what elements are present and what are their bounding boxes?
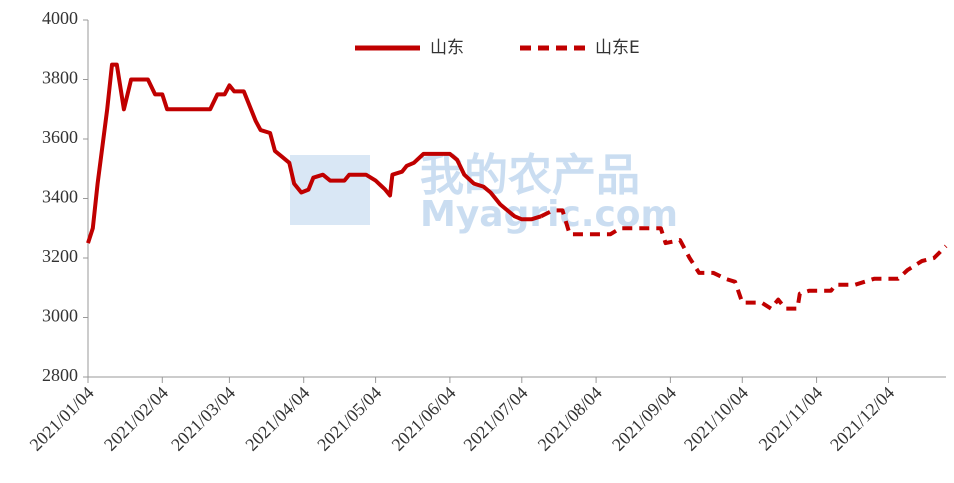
y-tick-label: 4000 xyxy=(42,8,78,28)
x-tick-label: 2021/11/04 xyxy=(755,383,827,455)
x-tick-label: 2021/02/04 xyxy=(100,383,172,455)
x-tick-label: 2021/04/04 xyxy=(241,383,313,455)
series-line xyxy=(540,208,948,311)
x-tick-label: 2021/05/04 xyxy=(313,383,385,455)
y-tick-label: 3000 xyxy=(42,306,78,326)
x-tick-label: 2021/08/04 xyxy=(534,383,606,455)
series-line xyxy=(86,62,542,244)
watermark-logo xyxy=(290,155,370,225)
y-tick-label: 2800 xyxy=(42,365,78,385)
x-tick-label: 2021/06/04 xyxy=(388,383,460,455)
y-tick-label: 3600 xyxy=(42,127,78,147)
x-tick-label: 2021/09/04 xyxy=(608,383,680,455)
legend-label: 山东 xyxy=(430,38,464,58)
y-tick-label: 3800 xyxy=(42,68,78,88)
x-tick-label: 2021/07/04 xyxy=(459,383,531,455)
legend-label: 山东E xyxy=(595,38,640,58)
x-tick-label: 2021/12/04 xyxy=(826,383,898,455)
x-tick-label: 2021/10/04 xyxy=(680,383,752,455)
y-tick-label: 3400 xyxy=(42,187,78,207)
y-tick-label: 3200 xyxy=(42,246,78,266)
x-tick-label: 2021/03/04 xyxy=(167,383,239,455)
x-tick-label: 2021/01/04 xyxy=(26,383,98,455)
